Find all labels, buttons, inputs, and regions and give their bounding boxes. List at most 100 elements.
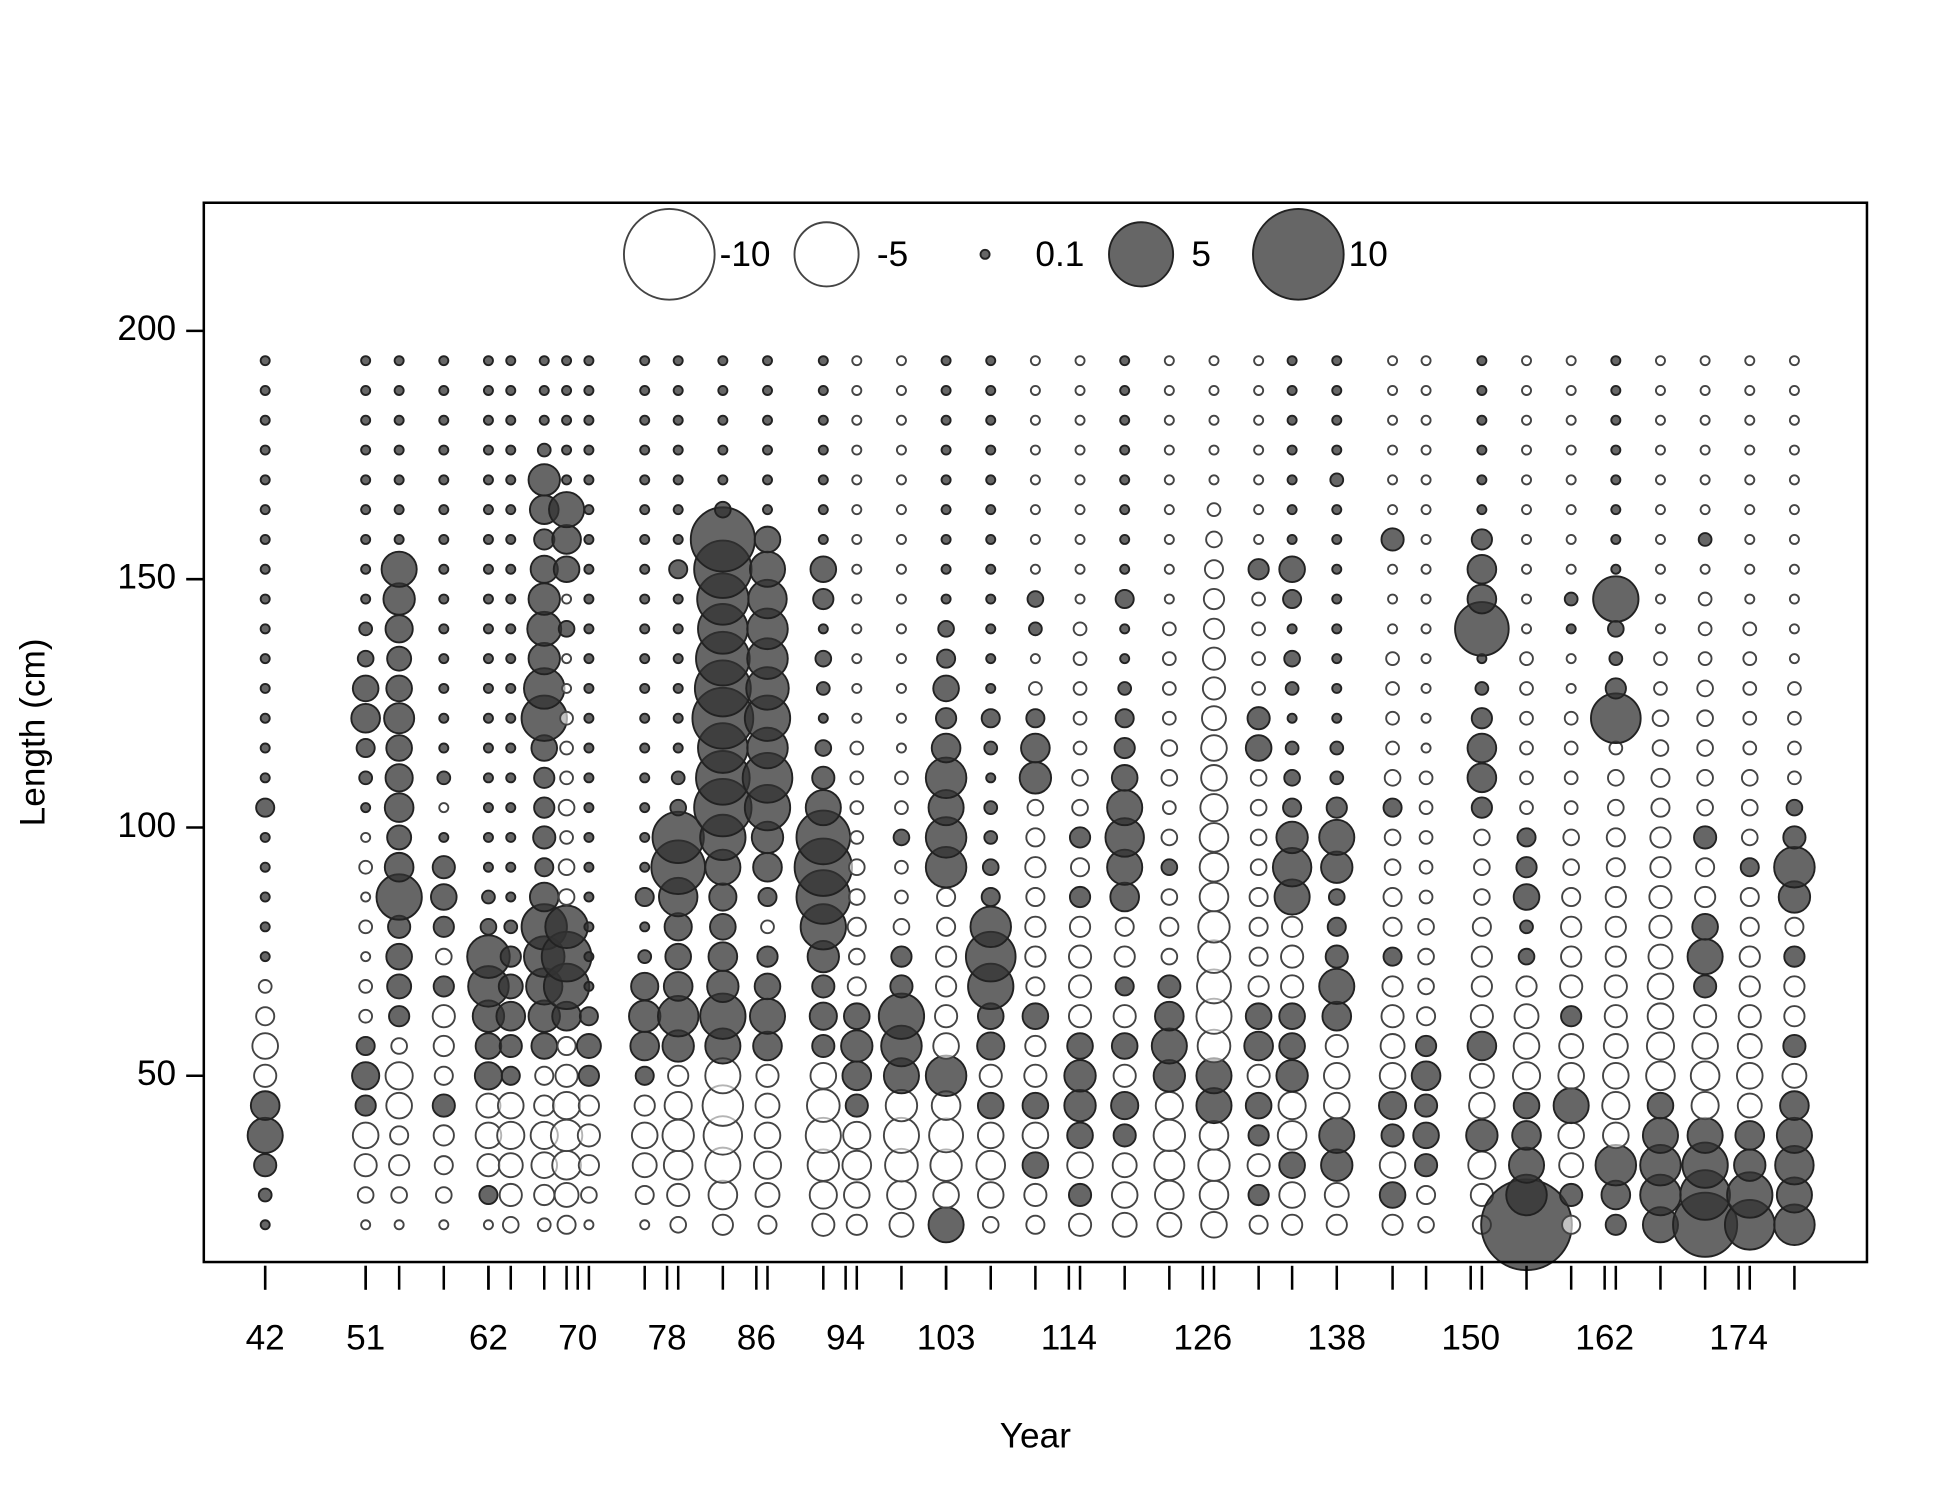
bubble — [1286, 414, 1298, 426]
bubble — [976, 1121, 1005, 1150]
bubble — [583, 563, 595, 575]
bubble — [1563, 800, 1579, 815]
bubble — [433, 1155, 454, 1176]
bubble — [895, 593, 907, 605]
bubble — [1246, 1153, 1271, 1178]
bubble — [844, 1093, 869, 1118]
bubble — [259, 504, 271, 516]
bubble — [1283, 769, 1301, 787]
bubble — [1420, 742, 1432, 754]
bubble — [1641, 1116, 1679, 1154]
bubble — [1565, 623, 1577, 635]
bubble — [1205, 530, 1223, 549]
bubble — [969, 905, 1012, 949]
bubble — [559, 740, 574, 756]
bubble — [1163, 444, 1175, 456]
bubble — [393, 1219, 405, 1231]
bubble — [505, 802, 517, 814]
bubble — [1248, 916, 1269, 937]
bubble — [1473, 828, 1491, 847]
bubble — [1560, 945, 1583, 968]
bubble — [1253, 474, 1265, 486]
bubble — [527, 582, 561, 616]
bubble — [583, 504, 595, 516]
bubble — [355, 1035, 376, 1057]
bubble — [762, 504, 773, 516]
bubble — [1739, 857, 1760, 878]
bubble — [1321, 1000, 1353, 1032]
bubble — [557, 620, 576, 638]
bubble — [639, 593, 651, 605]
bubble — [536, 442, 552, 458]
bubble — [1697, 591, 1713, 607]
bubble — [804, 1116, 842, 1154]
bubble — [1110, 1181, 1139, 1209]
y-axis-label: Length (cm) — [14, 638, 53, 826]
bubble — [360, 504, 372, 516]
bubble — [983, 800, 999, 815]
bubble — [1246, 706, 1271, 731]
bubble — [1468, 1091, 1496, 1120]
bubble — [1558, 1152, 1585, 1179]
bubble — [1744, 384, 1756, 396]
bubble — [1202, 617, 1226, 640]
bubble — [672, 384, 684, 396]
bubble — [1281, 915, 1304, 938]
bubble — [259, 414, 271, 426]
bubble — [940, 563, 952, 575]
bubble — [1025, 708, 1046, 729]
bubble — [497, 973, 524, 1000]
bubble — [1476, 384, 1488, 396]
bubble — [985, 533, 997, 545]
bubble — [1286, 712, 1298, 724]
bubble — [495, 1000, 527, 1032]
bubble — [482, 772, 494, 784]
bubble — [672, 653, 684, 665]
bubble — [259, 653, 271, 665]
bubble — [1283, 649, 1301, 668]
bubble — [940, 593, 952, 605]
bubble — [1072, 710, 1088, 726]
bubble — [754, 1092, 781, 1119]
bubble — [1775, 1116, 1813, 1154]
bubble — [639, 384, 651, 396]
bubble — [815, 681, 831, 696]
bubble — [851, 563, 863, 575]
bubble — [1734, 1120, 1766, 1151]
bubble — [1196, 939, 1232, 974]
bubble — [1414, 1093, 1439, 1118]
bubble — [438, 414, 450, 426]
bubble — [1654, 504, 1666, 516]
bubble — [1024, 945, 1047, 968]
bubble — [847, 947, 866, 966]
bubble — [1208, 474, 1220, 486]
bubble — [669, 798, 687, 817]
bubble — [544, 904, 589, 950]
bubble — [1383, 769, 1402, 787]
bubble — [637, 949, 653, 964]
bubble — [1208, 384, 1220, 396]
bubble — [757, 1214, 778, 1235]
bubble — [496, 1120, 526, 1150]
bubble — [438, 802, 450, 814]
bubble — [1197, 1148, 1231, 1182]
bubble — [1114, 589, 1135, 610]
bubble — [672, 712, 684, 724]
bubble — [1603, 974, 1628, 999]
bubble — [1249, 769, 1268, 787]
bubble — [1511, 1061, 1542, 1091]
bubble — [1607, 769, 1625, 787]
bubble — [1318, 818, 1356, 856]
bubble — [1023, 1063, 1048, 1088]
bubble — [980, 887, 1001, 908]
bubble — [633, 1094, 656, 1117]
bubble — [482, 831, 494, 843]
x-tick-label: 126 — [1173, 1318, 1232, 1357]
bubble — [932, 1181, 960, 1209]
bubble — [1653, 651, 1668, 666]
bubble — [985, 444, 997, 456]
bubble — [851, 593, 863, 605]
bubble — [259, 533, 271, 545]
bubble — [895, 414, 907, 426]
bubble — [639, 831, 651, 843]
